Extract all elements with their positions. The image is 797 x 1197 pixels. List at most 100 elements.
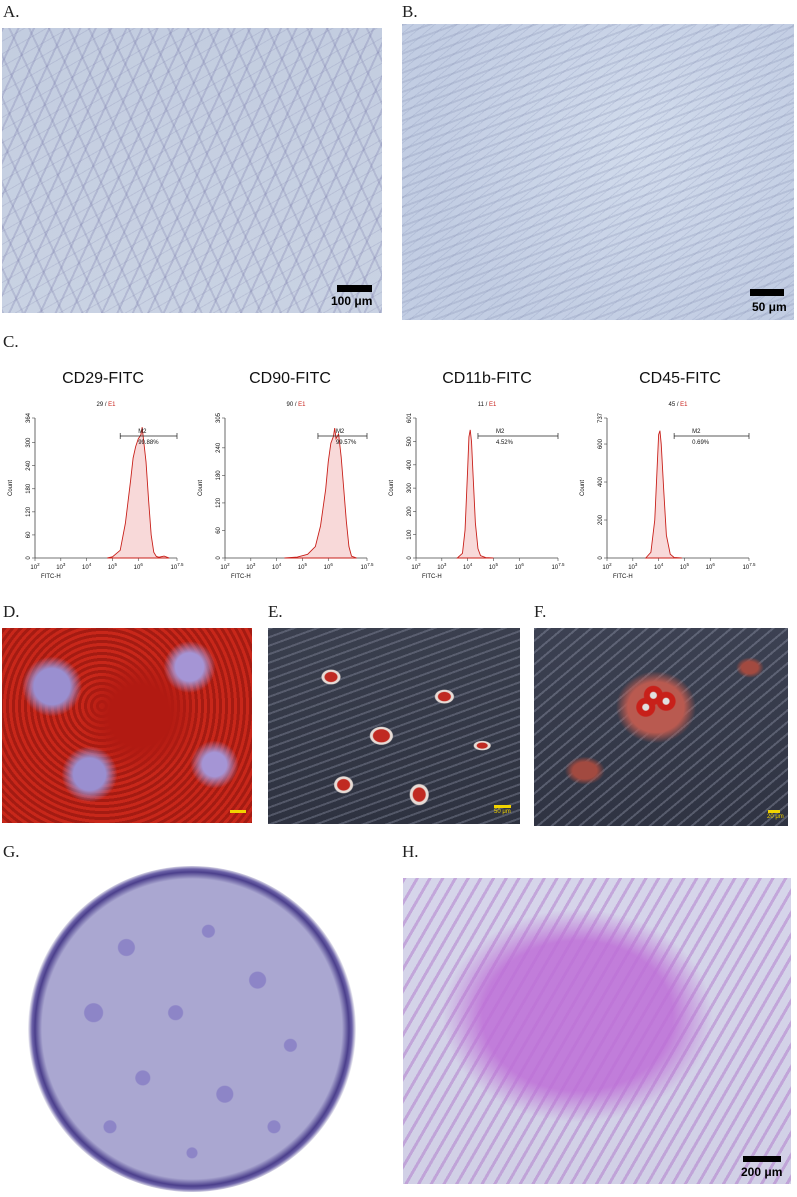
event-label: E1 <box>108 402 116 408</box>
panel-label-h: H. <box>402 842 419 861</box>
x-tick-base: 10 <box>552 565 559 571</box>
micrograph-e-adipogenic: 50 μm <box>268 628 520 824</box>
x-tick-label: 102 <box>220 562 230 571</box>
y-axis-label: Count <box>389 480 395 496</box>
y-tick-label: 737 <box>598 412 604 423</box>
x-tick-label: 102 <box>602 562 612 571</box>
y-tick-label: 400 <box>407 459 413 470</box>
y-tick-label: 180 <box>216 470 222 481</box>
x-tick-label: 107.5 <box>743 562 756 571</box>
y-tick-label: 100 <box>407 529 413 540</box>
x-tick-label: 103 <box>437 562 447 571</box>
scale-bar-h <box>743 1156 781 1162</box>
x-tick-exponent: 5 <box>496 562 499 567</box>
x-tick-exponent: 2 <box>37 562 40 567</box>
scale-label-f: 20 μm <box>767 814 784 820</box>
x-tick-exponent: 6 <box>712 562 715 567</box>
panel-label-a: A. <box>3 2 20 21</box>
x-tick-label: 107.5 <box>171 562 184 571</box>
y-axis-label: Count <box>198 480 204 496</box>
y-axis-label: Count <box>580 480 586 496</box>
x-tick-base: 10 <box>361 565 368 571</box>
header-label: 11 / E1 <box>478 402 497 408</box>
scale-label-b: 50 μm <box>752 300 787 314</box>
y-tick-label: 240 <box>26 460 32 471</box>
panel-label-e: E. <box>268 602 283 621</box>
x-tick-base: 10 <box>324 565 331 571</box>
x-tick-base: 10 <box>246 565 253 571</box>
x-tick-base: 10 <box>628 565 635 571</box>
x-tick-exponent: 4 <box>470 562 473 567</box>
x-tick-exponent: 7.5 <box>749 562 756 567</box>
x-tick-label: 105 <box>298 562 308 571</box>
micrograph-h-colony: 200 μm <box>403 878 791 1184</box>
x-tick-base: 10 <box>298 565 305 571</box>
x-tick-exponent: 5 <box>305 562 308 567</box>
x-tick-label: 105 <box>489 562 499 571</box>
x-tick-base: 10 <box>30 565 37 571</box>
x-tick-base: 10 <box>654 565 661 571</box>
x-tick-exponent: 6 <box>521 562 524 567</box>
x-tick-base: 10 <box>82 565 89 571</box>
x-tick-base: 10 <box>706 565 713 571</box>
x-tick-exponent: 7.5 <box>558 562 565 567</box>
x-tick-label: 104 <box>654 562 664 571</box>
x-tick-exponent: 2 <box>609 562 612 567</box>
x-tick-base: 10 <box>272 565 279 571</box>
panel-label-g: G. <box>3 842 20 861</box>
y-tick-label: 180 <box>26 483 32 494</box>
x-tick-base: 10 <box>463 565 470 571</box>
hist-title-cd90: CD90-FITC <box>249 370 331 387</box>
y-tick-label: 0 <box>26 556 32 560</box>
x-tick-base: 10 <box>515 565 522 571</box>
x-tick-exponent: 3 <box>635 562 638 567</box>
micrograph-b: 50 μm <box>402 24 794 320</box>
x-axis-label: FITC-H <box>41 574 61 580</box>
y-tick-label: 120 <box>216 497 222 508</box>
micrograph-f-adipogenic: 20 μm <box>534 628 788 826</box>
gate-name: M2 <box>336 429 345 435</box>
panel-label-f: F. <box>534 602 547 621</box>
y-tick-label: 0 <box>407 556 413 560</box>
scale-bar-e <box>494 805 511 808</box>
header-label: 45 / E1 <box>668 402 688 408</box>
x-tick-label: 104 <box>82 562 92 571</box>
scale-bar-f <box>768 810 780 813</box>
x-tick-exponent: 7.5 <box>177 562 184 567</box>
histogram-cd29: 29 / E1060120180240300364Count1021031041… <box>8 402 184 580</box>
gate-percent: 4.52% <box>496 440 514 446</box>
x-tick-exponent: 6 <box>140 562 143 567</box>
y-axis-label: Count <box>8 480 14 496</box>
y-tick-label: 0 <box>598 556 604 560</box>
x-tick-label: 105 <box>680 562 690 571</box>
y-tick-label: 364 <box>26 412 32 423</box>
hist-title-cd11b: CD11b-FITC <box>442 370 532 387</box>
histogram-cd90: 90 / E1060120180240305Count1021031041051… <box>198 402 374 580</box>
gate-name: M2 <box>692 429 701 435</box>
y-tick-label: 0 <box>216 556 222 560</box>
x-tick-exponent: 2 <box>227 562 230 567</box>
micrograph-d-osteogenic <box>2 628 252 823</box>
x-tick-label: 103 <box>56 562 66 571</box>
y-tick-label: 305 <box>216 412 222 423</box>
gate-percent: 99.88% <box>138 440 159 446</box>
scale-label-e: 50 μm <box>494 809 511 815</box>
x-tick-exponent: 7.5 <box>367 562 374 567</box>
x-tick-exponent: 3 <box>63 562 66 567</box>
x-tick-label: 106 <box>134 562 144 571</box>
x-axis-label: FITC-H <box>231 574 251 580</box>
histogram-cd11b: 11 / E10100200300400500601Count102103104… <box>389 402 565 580</box>
count-index: 45 / <box>668 402 680 408</box>
micrograph-a: 100 μm <box>2 28 382 313</box>
x-tick-base: 10 <box>108 565 115 571</box>
y-tick-label: 400 <box>598 476 604 487</box>
y-tick-label: 200 <box>407 506 413 517</box>
header-label: 29 / E1 <box>96 402 116 408</box>
x-tick-base: 10 <box>680 565 687 571</box>
x-tick-label: 105 <box>108 562 118 571</box>
y-tick-label: 300 <box>26 437 32 448</box>
x-tick-label: 106 <box>324 562 334 571</box>
gate-name: M2 <box>138 429 147 435</box>
hist-title-cd45: CD45-FITC <box>639 370 721 387</box>
x-tick-base: 10 <box>56 565 63 571</box>
